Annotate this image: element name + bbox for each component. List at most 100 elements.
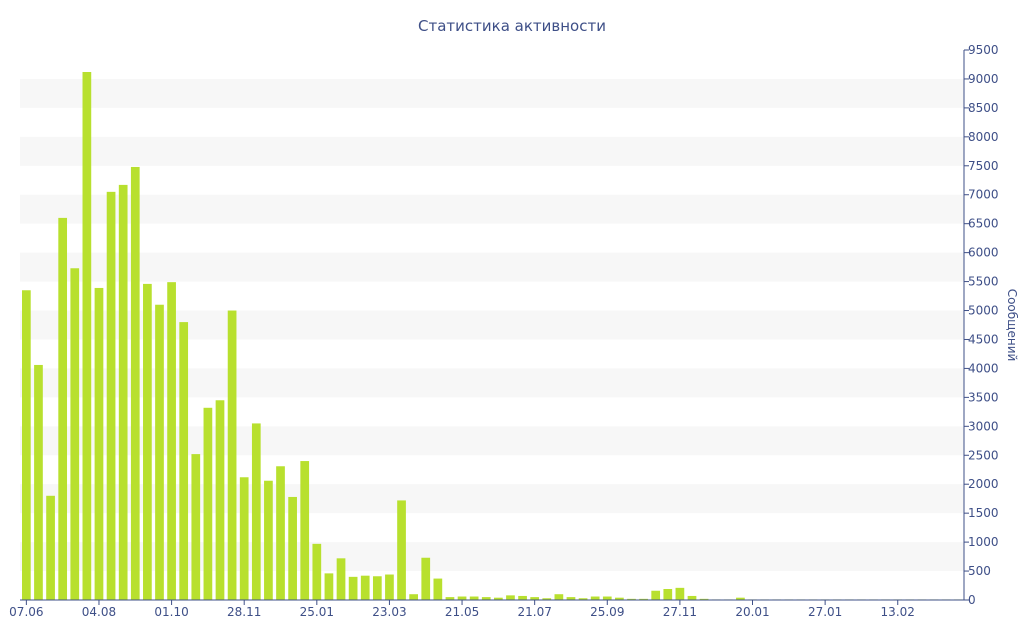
bar xyxy=(627,598,636,600)
x-tick-label: 04.08 xyxy=(82,605,116,619)
bar xyxy=(82,72,92,600)
bar xyxy=(191,454,201,600)
bar xyxy=(276,466,285,600)
x-tick-label: 28.11 xyxy=(227,605,261,619)
bar xyxy=(578,598,588,600)
y-tick-label: 9000 xyxy=(968,72,999,86)
x-tick-label: 13.02 xyxy=(881,605,915,619)
bar xyxy=(227,310,237,600)
bar xyxy=(602,596,612,600)
bar xyxy=(421,557,431,600)
bar xyxy=(457,596,467,600)
bar xyxy=(324,573,334,600)
y-tick-label: 7500 xyxy=(968,159,999,173)
bar xyxy=(566,597,576,600)
bar xyxy=(372,576,382,600)
y-tick-label: 3500 xyxy=(968,390,999,404)
y-tick-label: 5500 xyxy=(968,275,999,289)
y-tick-label: 8500 xyxy=(968,101,999,115)
bar xyxy=(130,166,140,600)
x-tick-label: 21.05 xyxy=(445,605,479,619)
y-tick-label: 0 xyxy=(968,593,976,607)
bar xyxy=(385,574,394,600)
y-axis-title: Сообщений xyxy=(1005,289,1019,362)
bar xyxy=(300,461,310,600)
y-tick-label: 2500 xyxy=(968,448,999,462)
bar xyxy=(542,598,552,600)
bar xyxy=(469,596,479,600)
y-tick-label: 9500 xyxy=(968,43,999,57)
bar xyxy=(481,597,491,600)
y-tick-label: 1500 xyxy=(968,506,999,520)
chart-title: Статистика активности xyxy=(418,17,606,35)
grid-band xyxy=(20,78,964,108)
bar xyxy=(409,594,418,600)
grid-band xyxy=(20,484,964,514)
bar xyxy=(118,184,128,601)
bar xyxy=(203,407,213,600)
bar xyxy=(639,598,648,600)
bar xyxy=(397,500,406,600)
grid-band xyxy=(20,368,964,398)
bar xyxy=(615,597,624,600)
bar xyxy=(518,595,527,600)
bar xyxy=(433,578,443,600)
bar xyxy=(215,400,225,600)
bar xyxy=(590,596,600,600)
y-tick-label: 4000 xyxy=(968,361,999,375)
bar xyxy=(554,594,564,600)
bar xyxy=(22,290,31,600)
bar xyxy=(348,576,358,600)
y-tick-label: 500 xyxy=(968,564,991,578)
bar xyxy=(288,496,297,600)
bar xyxy=(336,558,346,600)
bar xyxy=(155,304,164,600)
y-tick-label: 3000 xyxy=(968,419,999,433)
x-tick-label: 01.10 xyxy=(154,605,188,619)
y-tick-label: 1000 xyxy=(968,535,999,549)
bar xyxy=(264,480,273,600)
bar xyxy=(675,587,685,600)
bar xyxy=(360,575,370,600)
x-tick-label: 25.01 xyxy=(300,605,334,619)
bar xyxy=(167,282,176,600)
bar xyxy=(70,268,80,600)
grid-band xyxy=(20,252,964,282)
bar xyxy=(58,217,68,601)
bar xyxy=(179,322,189,600)
grid-band xyxy=(20,194,964,224)
y-tick-label: 8000 xyxy=(968,130,999,144)
bar xyxy=(736,597,745,600)
y-tick-label: 6500 xyxy=(968,217,999,231)
bar xyxy=(46,495,55,600)
bar xyxy=(445,597,455,600)
bar xyxy=(94,287,104,600)
bar xyxy=(687,595,697,600)
bar xyxy=(239,477,249,600)
y-tick-label: 6000 xyxy=(968,246,999,260)
grid-bands xyxy=(20,78,964,572)
x-tick-label: 25.09 xyxy=(590,605,624,619)
grid-band xyxy=(20,136,964,166)
x-tick-label: 20.01 xyxy=(735,605,769,619)
x-tick-label: 07.06 xyxy=(9,605,43,619)
y-tick-label: 2000 xyxy=(968,477,999,491)
bar xyxy=(651,590,661,600)
bar xyxy=(530,597,540,600)
bar xyxy=(699,598,709,600)
bar xyxy=(251,423,261,600)
bar xyxy=(106,191,116,600)
y-tick-label: 7000 xyxy=(968,188,999,202)
x-tick-label: 23.03 xyxy=(372,605,406,619)
bar xyxy=(663,589,673,600)
bar xyxy=(506,595,515,600)
bar xyxy=(494,597,503,600)
x-tick-label: 27.01 xyxy=(808,605,842,619)
x-tick-label: 27.11 xyxy=(663,605,697,619)
x-axis: 07.06 04.08 01.10 28.11 25.01 23.03 21.05 21.07… xyxy=(9,599,964,619)
bar xyxy=(143,283,152,600)
x-tick-label: 21.07 xyxy=(517,605,551,619)
y-tick-label: 4500 xyxy=(968,332,999,346)
bar xyxy=(312,543,322,600)
